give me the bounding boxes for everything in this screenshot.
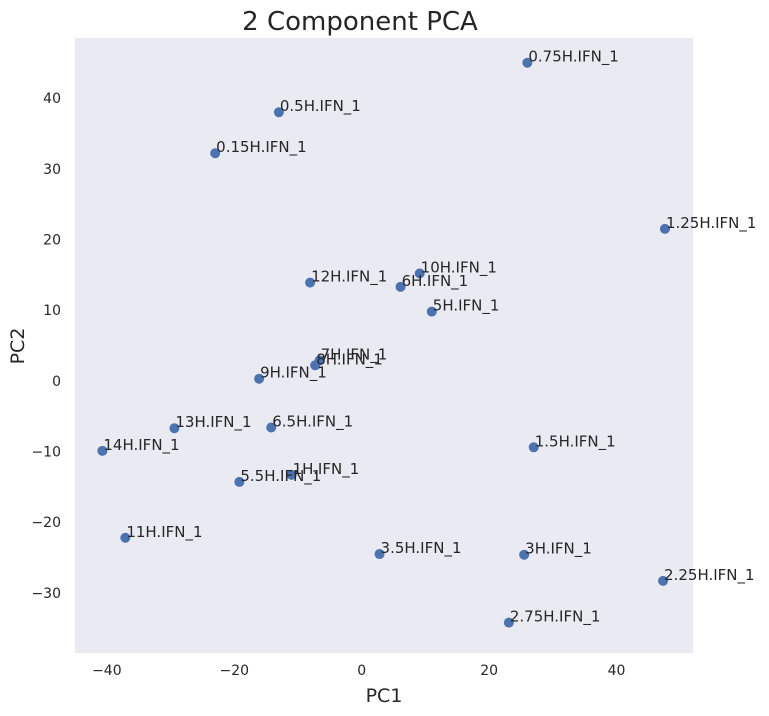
data-point (659, 223, 670, 234)
data-point-label: 10H.IFN_1 (421, 258, 497, 277)
data-point-label: 3H.IFN_1 (525, 540, 592, 559)
y-tick-label: 0 (52, 374, 61, 390)
data-point (426, 306, 437, 317)
data-point (519, 549, 530, 560)
x-tick-label: 0 (357, 663, 366, 679)
data-points (97, 57, 670, 628)
y-axis-ticks: −30 −20 −10 0 10 20 30 40 (31, 91, 61, 602)
data-point (286, 469, 297, 480)
data-point-label: 12H.IFN_1 (311, 268, 387, 287)
data-point (266, 422, 277, 433)
data-point (522, 57, 533, 68)
data-point (234, 476, 245, 487)
y-tick-label: 30 (43, 162, 61, 178)
data-point (503, 617, 514, 628)
data-point (169, 423, 180, 434)
data-point (305, 277, 316, 288)
y-tick-label: −20 (31, 515, 61, 531)
data-point-label: 2.75H.IFN_1 (510, 608, 601, 627)
x-tick-label: 20 (480, 663, 498, 679)
data-point (254, 373, 265, 384)
y-tick-label: −30 (31, 586, 61, 602)
data-point (528, 442, 539, 453)
x-axis-label: PC1 (366, 685, 403, 707)
data-point-label: 7H.IFN_1 (321, 345, 388, 364)
data-point-label: 1.25H.IFN_1 (666, 214, 757, 233)
data-point-label: 13H.IFN_1 (175, 413, 251, 432)
data-point-label: 6H.IFN_1 (402, 272, 469, 291)
data-point-label: 11H.IFN_1 (126, 523, 202, 542)
data-point (97, 445, 108, 456)
x-tick-label: −20 (220, 663, 250, 679)
y-tick-label: −10 (31, 445, 61, 461)
data-point-label: 8H.IFN_1 (316, 350, 383, 369)
x-axis-ticks: −40 −20 0 20 40 (92, 663, 625, 679)
y-axis-label: PC2 (7, 328, 29, 365)
data-point (414, 268, 425, 279)
y-tick-label: 20 (43, 232, 61, 248)
data-point-labels: 0.75H.IFN_1 0.5H.IFN_1 0.15H.IFN_1 1.25H.IF… (103, 48, 756, 627)
data-point-label: 6.5H.IFN_1 (272, 413, 353, 432)
x-tick-label: 40 (608, 663, 626, 679)
data-point (273, 107, 284, 118)
data-point (310, 360, 321, 371)
x-tick-label: −40 (92, 663, 122, 679)
chart-title: 2 Component PCA (242, 7, 478, 37)
data-point-label: 1.5H.IFN_1 (535, 432, 616, 451)
data-point-label: 0.75H.IFN_1 (528, 48, 619, 67)
data-point-label: 3.5H.IFN_1 (381, 539, 462, 558)
data-point-label: 14H.IFN_1 (103, 436, 179, 455)
data-point (395, 281, 406, 292)
y-tick-label: 10 (43, 303, 61, 319)
data-point-label: 0.15H.IFN_1 (216, 138, 307, 157)
data-point-label: 5.5H.IFN_1 (240, 467, 321, 486)
data-point-label: 0.5H.IFN_1 (280, 97, 361, 116)
data-point-label: 9H.IFN_1 (260, 364, 327, 383)
data-point (374, 549, 385, 560)
data-point-label: 5H.IFN_1 (433, 297, 500, 316)
y-tick-label: 40 (43, 91, 61, 107)
data-point (210, 148, 221, 159)
data-point (120, 532, 131, 543)
plot-area (75, 38, 693, 653)
data-point-label: 2.25H.IFN_1 (664, 566, 755, 585)
data-point-label: 1H.IFN_1 (293, 460, 360, 479)
data-point (658, 575, 669, 586)
